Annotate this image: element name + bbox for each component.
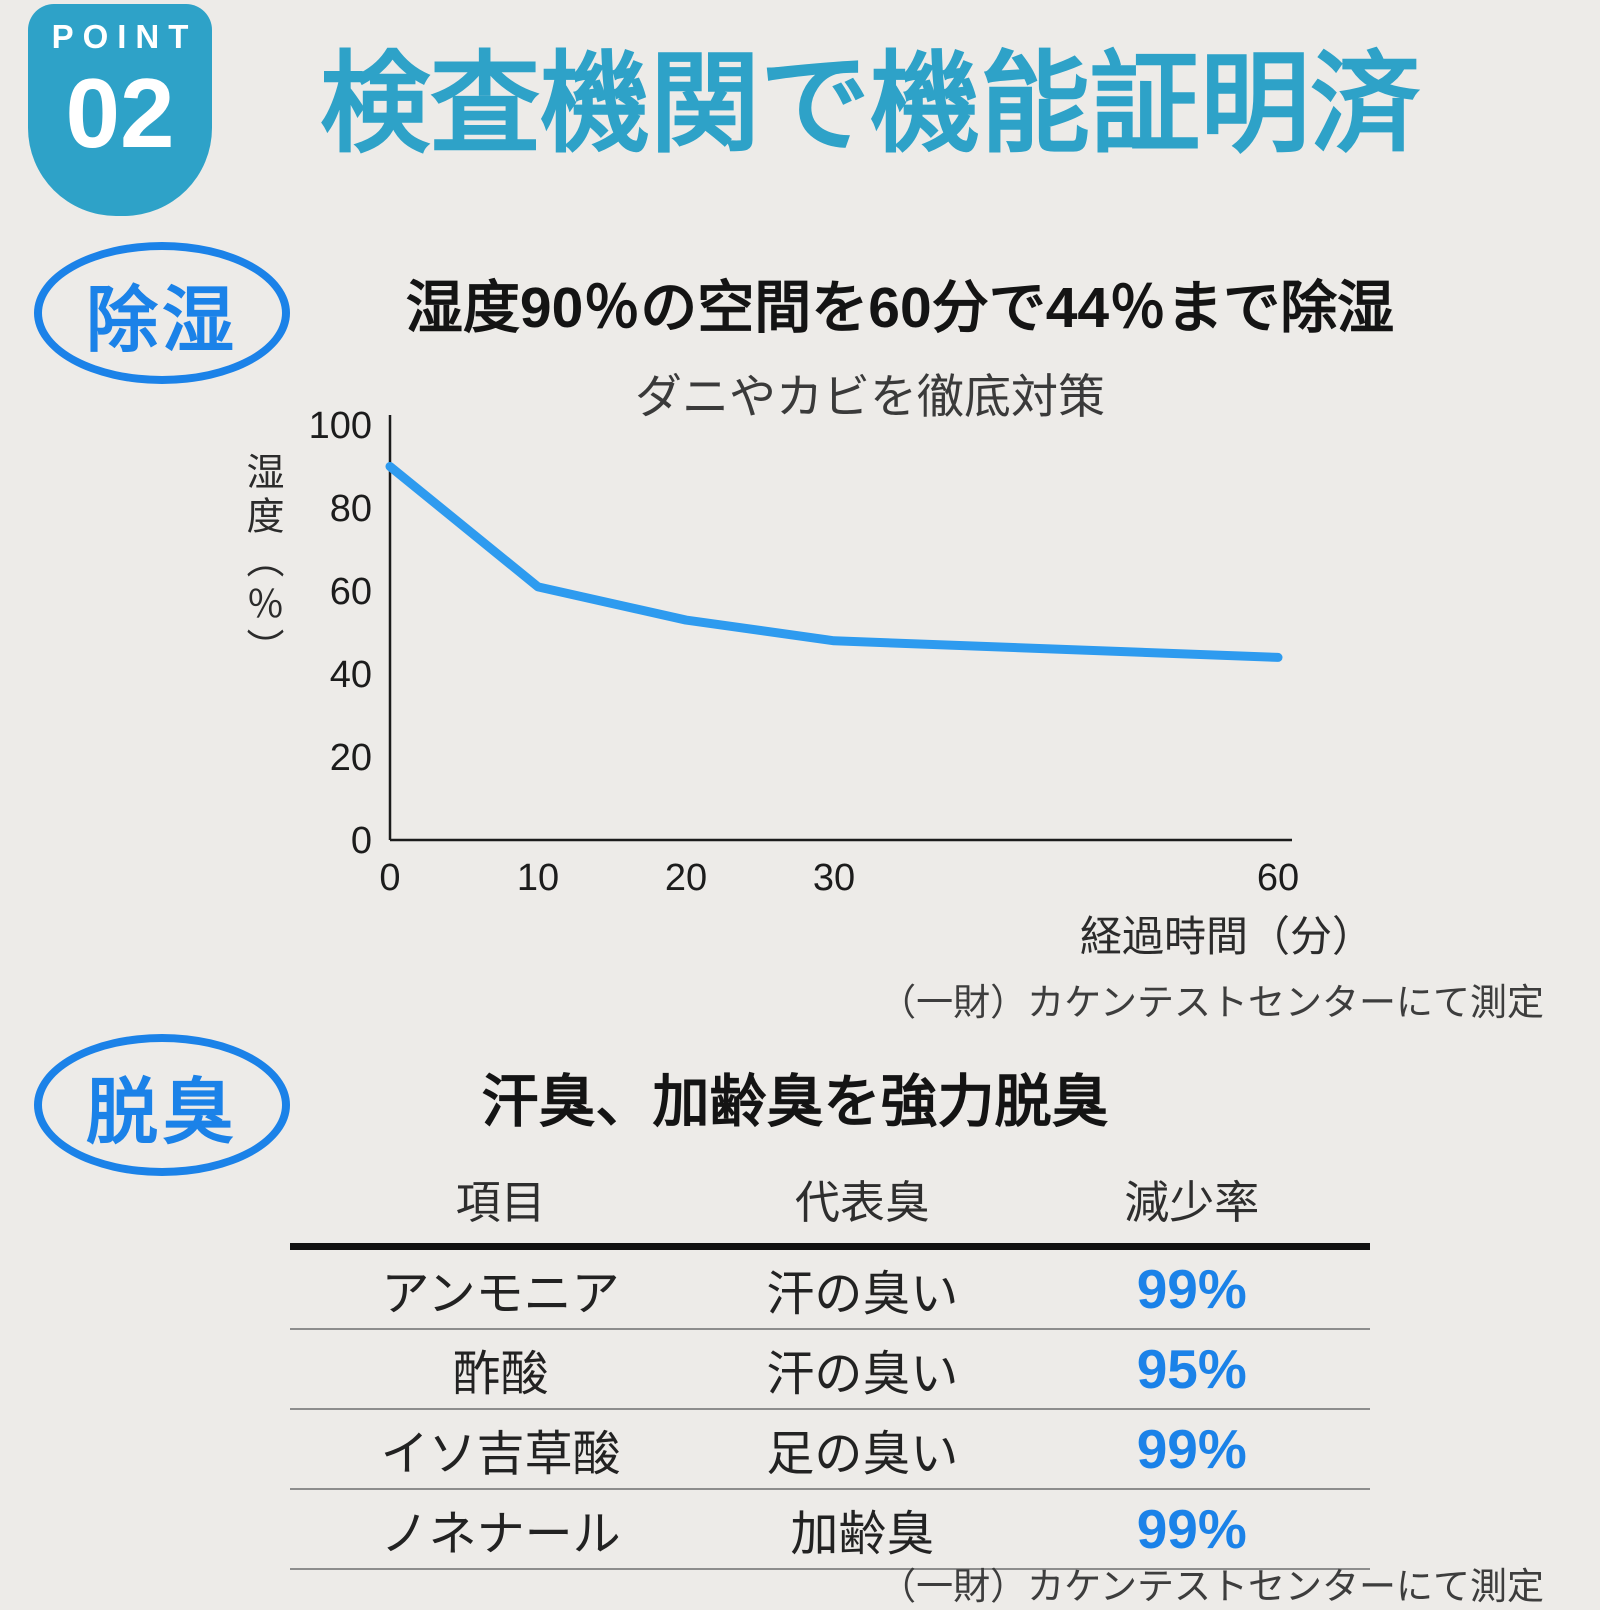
y-tick-label: 100 (309, 405, 372, 447)
dehumidify-heading: 湿度90％の空間を60分で44％まで除湿 (405, 276, 1395, 340)
point-badge-label: POINT (51, 18, 198, 55)
cell-item: イソ吉草酸 (380, 1428, 621, 1481)
cell-rate: 99% (1136, 1258, 1247, 1320)
table-row: 酢酸 汗の臭い 95% (290, 1330, 1370, 1410)
cell-item: 酢酸 (452, 1348, 549, 1401)
cell-rate: 99% (1136, 1498, 1247, 1560)
x-tick-label: 0 (379, 857, 400, 899)
cell-rate: 99% (1136, 1418, 1247, 1480)
odor-table-header-row: 項目 代表臭 減少率 (290, 1166, 1370, 1250)
x-tick-label: 60 (1257, 857, 1299, 899)
y-tick-label: 0 (351, 820, 372, 862)
deodorize-heading: 汗臭、加齢臭を強力脱臭 (481, 1070, 1109, 1134)
measurement-caption-bottom: （一財）カケンテストセンターにて測定 (879, 1566, 1544, 1607)
y-tick-label: 40 (330, 654, 372, 696)
y-tick-label: 60 (330, 571, 372, 613)
humidity-line (385, 462, 1283, 662)
point-badge-number: 02 (65, 58, 175, 168)
odor-table: 項目 代表臭 減少率 アンモニア 汗の臭い 99% 酢酸 汗の臭い 95% イソ… (290, 1166, 1370, 1570)
x-tick-label: 30 (813, 857, 855, 899)
cell-odor: 加齢臭 (790, 1508, 935, 1561)
header-rate: 減少率 (1124, 1177, 1260, 1228)
cell-odor: 足の臭い (766, 1428, 959, 1481)
dehumidify-badge: 除湿 (34, 242, 290, 384)
table-row: アンモニア 汗の臭い 99% (290, 1250, 1370, 1330)
point-badge: POINT 02 (28, 4, 212, 216)
humidity-chart-svg: 100 80 60 40 20 00 10 20 30 60 (309, 405, 1300, 899)
chart-subtitle: ダニやカビを徹底対策 (635, 370, 1105, 423)
table-row: ノネナール 加齢臭 99% (290, 1490, 1370, 1570)
x-tick-label: 10 (517, 857, 559, 899)
humidity-chart: 100 80 60 40 20 0 0 10 20 30 60 (230, 402, 1410, 902)
cell-odor: 汗の臭い (766, 1348, 959, 1401)
x-tick-label: 20 (665, 857, 707, 899)
cell-item: アンモニア (381, 1268, 620, 1321)
y-tick-label: 80 (330, 488, 372, 530)
x-axis-label: 経過時間（分） (1080, 913, 1375, 960)
table-row: イソ吉草酸 足の臭い 99% (290, 1410, 1370, 1490)
header-item: 項目 (455, 1177, 546, 1228)
y-axis-label: 湿度（％） (240, 452, 282, 672)
page-title: 検査機関で機能証明済 (320, 43, 1420, 166)
deodorize-badge: 脱臭 (34, 1034, 290, 1176)
header-odor: 代表臭 (794, 1177, 930, 1228)
measurement-caption-top: （一財）カケンテストセンターにて測定 (879, 982, 1544, 1023)
cell-rate: 95% (1136, 1338, 1247, 1400)
y-tick-label: 20 (330, 737, 372, 779)
cell-item: ノネナール (380, 1508, 621, 1561)
cell-odor: 汗の臭い (766, 1268, 959, 1321)
